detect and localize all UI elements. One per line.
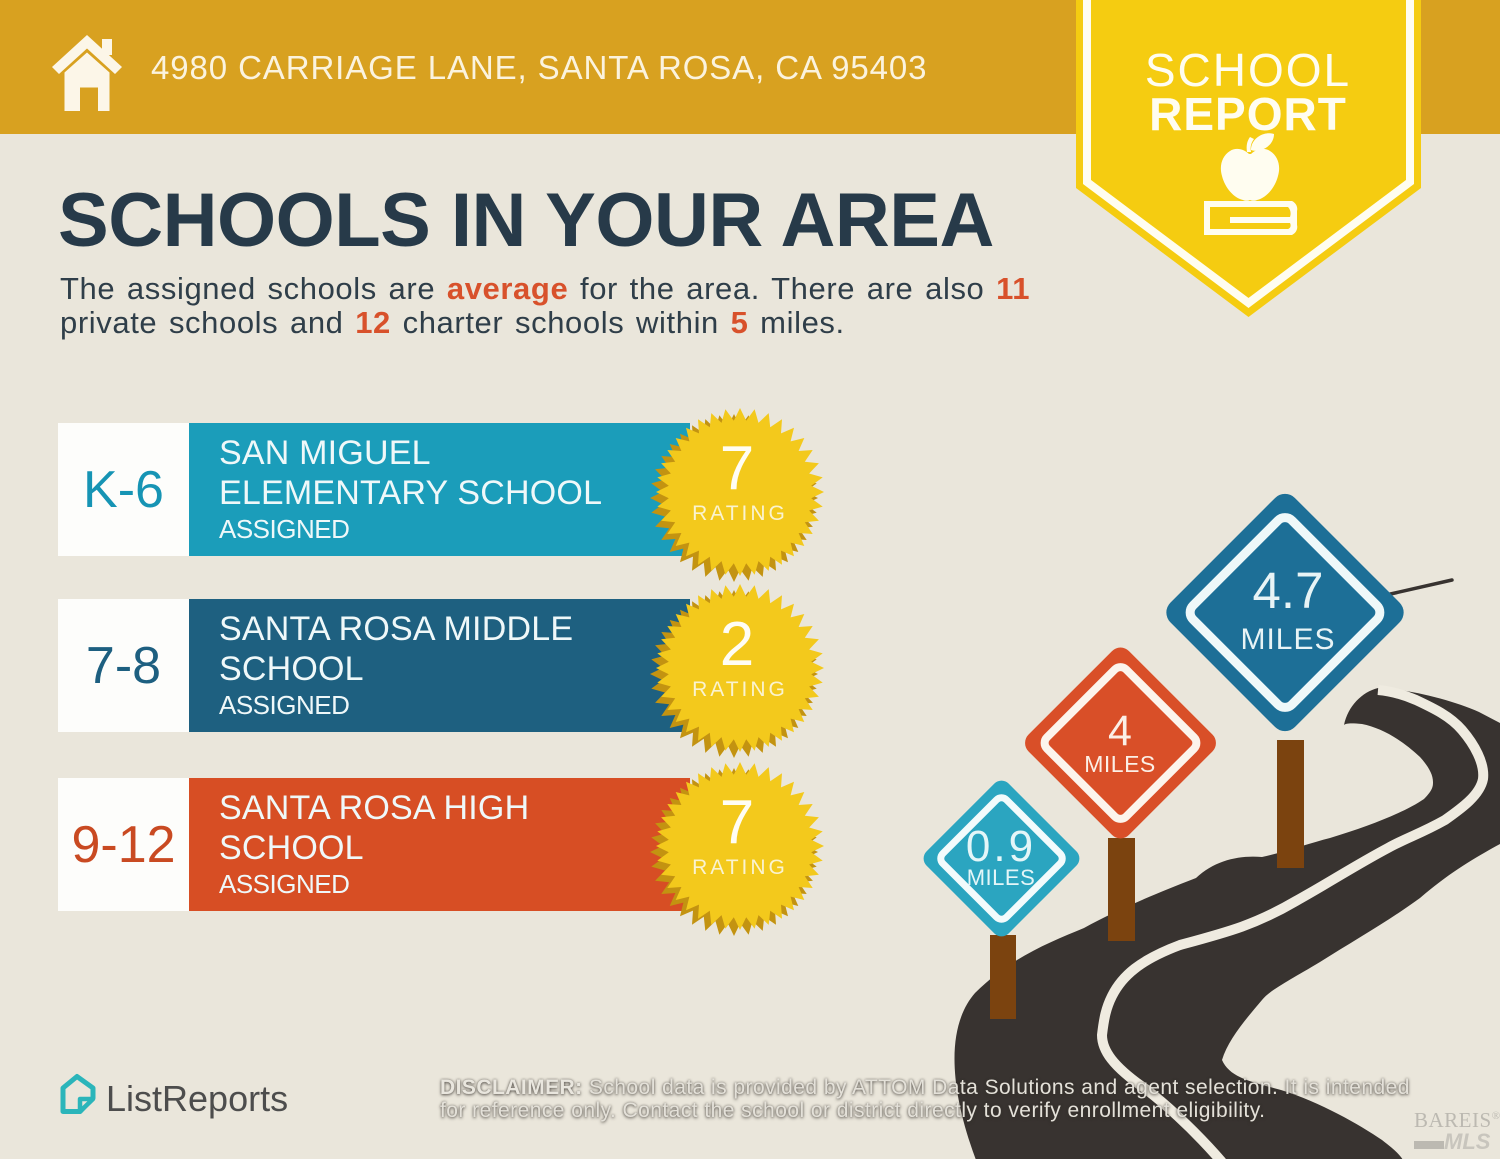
svg-text:REPORT: REPORT (1149, 88, 1347, 140)
svg-text:MILES: MILES (1240, 623, 1335, 656)
svg-text:4: 4 (1108, 707, 1132, 755)
svg-text:RATING: RATING (692, 678, 788, 701)
svg-text:SCHOOL: SCHOOL (1145, 44, 1351, 96)
svg-text:RATING: RATING (692, 856, 788, 879)
svg-text:0.9: 0.9 (966, 822, 1036, 871)
svg-text:7: 7 (720, 788, 754, 857)
svg-text:MILES: MILES (1084, 751, 1156, 777)
svg-text:RATING: RATING (692, 502, 788, 525)
svg-text:2: 2 (720, 610, 754, 679)
svg-text:7: 7 (720, 434, 754, 503)
svg-text:4.7: 4.7 (1253, 562, 1324, 619)
svg-text:MILES: MILES (967, 865, 1036, 890)
